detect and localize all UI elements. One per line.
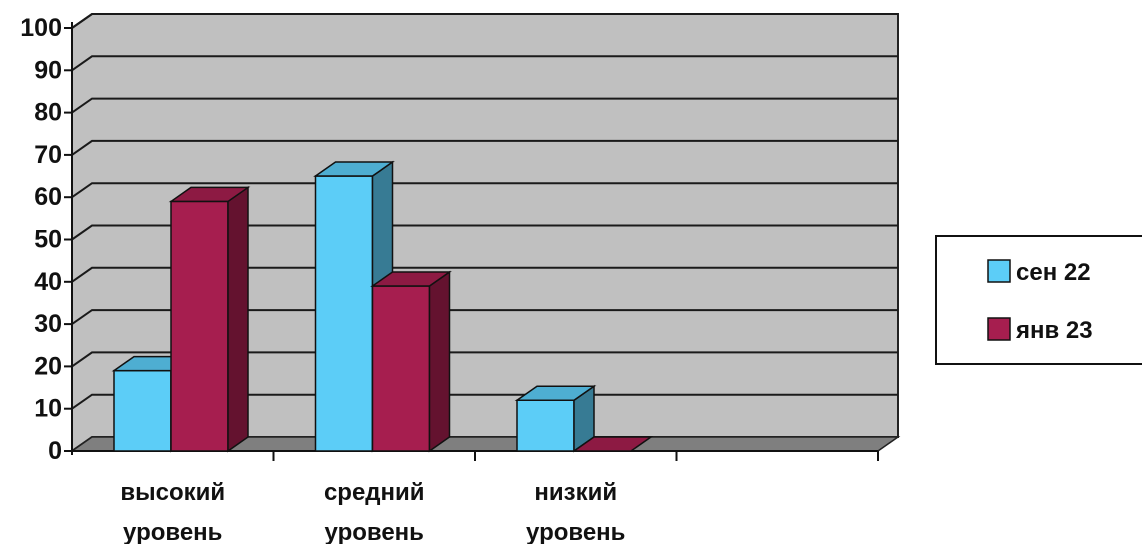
y-tick-label-70: 70 bbox=[34, 141, 62, 169]
bar-top bbox=[514, 385, 597, 401]
bar-top bbox=[168, 186, 251, 203]
gridline-100 bbox=[71, 13, 898, 29]
x-category-label-0-1: уровень bbox=[123, 519, 222, 544]
legend-label-0: сен 22 bbox=[1016, 259, 1091, 286]
gridlines bbox=[71, 13, 898, 410]
gridline-80 bbox=[71, 97, 898, 114]
y-tick-label-10: 10 bbox=[34, 395, 62, 423]
y-tick-label-90: 90 bbox=[34, 56, 62, 84]
x-category-label-1-0: средний bbox=[324, 479, 425, 506]
y-tick-label-30: 30 bbox=[34, 310, 62, 338]
gridline-40 bbox=[71, 266, 898, 283]
x-category-label-2-0: низкий bbox=[534, 479, 617, 506]
y-tick-label-100: 100 bbox=[20, 14, 62, 42]
bar-top bbox=[571, 436, 654, 452]
gridline-90 bbox=[71, 55, 898, 72]
bar-1-1 bbox=[370, 270, 452, 453]
x-category-label-0-0: высокий bbox=[120, 479, 225, 506]
y-tick-label-60: 60 bbox=[34, 183, 62, 211]
y-tick-label-0: 0 bbox=[48, 437, 62, 465]
y-tick-label-20: 20 bbox=[34, 352, 62, 380]
gridline-10 bbox=[71, 393, 898, 410]
x-category-label-1-1: уровень bbox=[325, 519, 424, 544]
bar-side bbox=[428, 270, 451, 453]
gridline-60 bbox=[71, 182, 898, 199]
gridline-50 bbox=[71, 224, 898, 241]
x-category-label-2-1: уровень bbox=[526, 519, 625, 544]
legend-box bbox=[935, 235, 1142, 365]
y-tick-label-40: 40 bbox=[34, 268, 62, 296]
y-tick-labels: 0 10 20 30 40 50 60 70 80 90 100 bbox=[20, 14, 62, 465]
bar-top bbox=[313, 161, 395, 177]
legend: сен 22 янв 23 bbox=[935, 235, 1142, 365]
legend-label-1: янв 23 bbox=[1015, 317, 1093, 344]
bar-top bbox=[370, 271, 452, 287]
x-category-labels: высокий уровень средний уровень низкий уровен… bbox=[120, 479, 625, 544]
bar-side bbox=[227, 185, 249, 453]
bar-front bbox=[314, 175, 374, 452]
legend-swatch-1 bbox=[987, 317, 1011, 341]
legend-swatch-0 bbox=[987, 259, 1011, 283]
bar-1-2 bbox=[571, 436, 654, 452]
gridline-30 bbox=[71, 309, 898, 325]
bar-front bbox=[516, 399, 575, 452]
bar-1-0 bbox=[168, 185, 251, 453]
bars bbox=[111, 160, 654, 453]
bar-0-2 bbox=[514, 384, 597, 453]
bar-front bbox=[371, 285, 431, 452]
bar-front bbox=[113, 369, 172, 452]
y-tick-label-50: 50 bbox=[34, 226, 62, 254]
gridline-20 bbox=[71, 351, 898, 368]
y-tick-label-80: 80 bbox=[34, 99, 62, 127]
gridline-70 bbox=[71, 139, 898, 156]
bar-front bbox=[170, 200, 229, 452]
